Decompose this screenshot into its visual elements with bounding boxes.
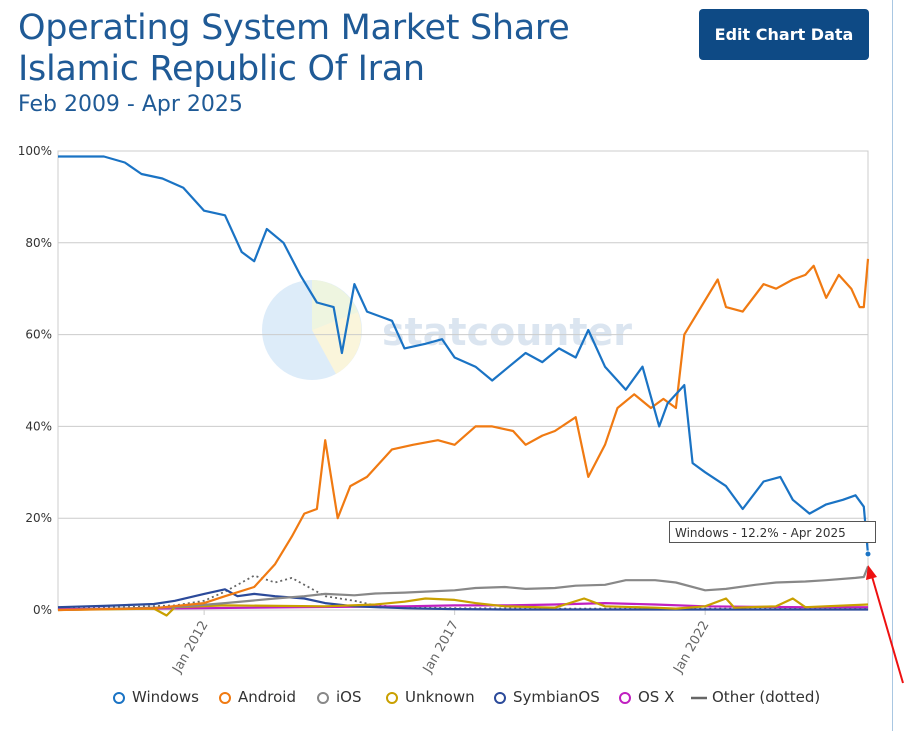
y-tick-label: 0% <box>33 603 52 617</box>
legend-label: Android <box>238 688 296 706</box>
legend-item[interactable]: SymbianOS <box>491 688 600 712</box>
legend-circle-icon <box>317 691 329 704</box>
y-tick-label: 80% <box>25 236 52 250</box>
series-lines <box>57 155 872 617</box>
legend-item[interactable]: Other (dotted) <box>690 688 820 712</box>
x-axis: Jan 2012 Jan 2017 Jan 2022 <box>169 610 713 677</box>
legend-label: Unknown <box>405 688 475 706</box>
tooltip-arrow <box>866 565 904 684</box>
legend-label: Windows <box>132 688 199 706</box>
y-tick-label: 20% <box>25 511 52 525</box>
series-line-windows[interactable] <box>58 155 870 555</box>
legend-label: iOS <box>336 688 362 706</box>
series-line-unknown[interactable] <box>57 597 869 617</box>
legend-circle-icon <box>494 691 506 704</box>
series-line-other-dotted[interactable] <box>57 574 868 610</box>
watermark-text: statcounter <box>382 310 632 354</box>
legend-label: SymbianOS <box>513 688 600 706</box>
y-tick-label: 100% <box>18 144 52 158</box>
legend-item[interactable]: Unknown <box>383 688 475 712</box>
series-line-ios[interactable] <box>57 565 870 612</box>
legend-circle-icon <box>619 691 631 704</box>
page-title: Operating System Market Share Islamic Re… <box>18 8 570 89</box>
chart-legend: Windows Android iOS Unknown SymbianOS OS X Oth… <box>0 688 915 712</box>
y-tick-label: 60% <box>25 328 52 342</box>
legend-item[interactable]: Windows <box>110 688 199 712</box>
legend-item[interactable]: OS X <box>616 688 674 712</box>
watermark: statcounter <box>262 280 632 380</box>
panel-divider <box>892 0 893 731</box>
legend-label: Other (dotted) <box>712 688 821 706</box>
series-line-symbianos[interactable] <box>57 588 868 611</box>
legend-circle-icon <box>386 691 398 704</box>
y-tick-label: 40% <box>25 419 52 433</box>
date-range-subtitle: Feb 2009 - Apr 2025 <box>18 92 243 117</box>
series-line-android[interactable] <box>57 258 870 612</box>
x-tick-label: Jan 2017 <box>420 619 462 677</box>
legend-item[interactable]: iOS <box>314 688 362 712</box>
legend-label: OS X <box>638 688 675 706</box>
x-tick-label: Jan 2022 <box>671 619 713 677</box>
x-tick-label: Jan 2012 <box>169 619 211 677</box>
edit-chart-data-button[interactable]: Edit Chart Data <box>699 9 869 60</box>
y-axis: 0% 20% 40% 60% 80% 100% <box>18 144 52 617</box>
legend-item[interactable]: Android <box>216 688 296 712</box>
hover-point <box>864 550 872 558</box>
watermark-logo-icon <box>262 280 362 380</box>
legend-line-icon <box>691 696 707 699</box>
hover-tooltip: Windows - 12.2% - Apr 2025 <box>669 521 876 543</box>
legend-circle-icon <box>219 691 231 704</box>
legend-circle-icon <box>113 691 125 704</box>
